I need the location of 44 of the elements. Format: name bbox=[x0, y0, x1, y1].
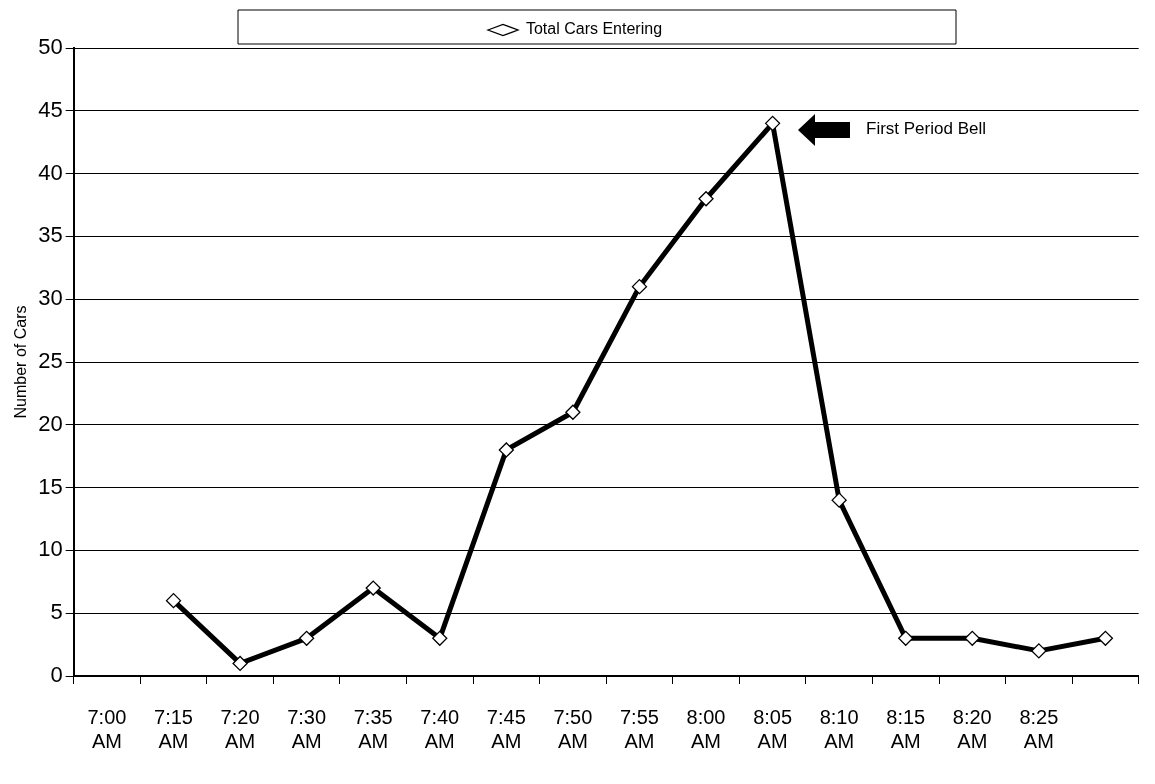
x-tick-label: 8:25 AM bbox=[1019, 705, 1059, 752]
point bbox=[432, 630, 448, 646]
y-tick-label: 45 bbox=[38, 96, 63, 122]
y-tick-label: 20 bbox=[38, 410, 63, 436]
point bbox=[964, 630, 980, 646]
point bbox=[299, 630, 315, 646]
x-tick-label: 8:20 AM bbox=[952, 705, 992, 752]
point bbox=[764, 115, 781, 132]
x-tick-label: 7:45 AM bbox=[486, 705, 526, 752]
point bbox=[898, 630, 914, 646]
y-tick-label: 0 bbox=[50, 662, 63, 688]
y-tick-label: 25 bbox=[38, 348, 63, 374]
legend-label: Total Cars Entering bbox=[525, 20, 663, 38]
point bbox=[165, 592, 182, 609]
y-tick-label: 30 bbox=[38, 285, 63, 311]
x-tick-label: 8:10 AM bbox=[819, 705, 859, 752]
y-tick-label: 10 bbox=[38, 536, 63, 562]
x-tick-label: 7:20 AM bbox=[220, 705, 260, 752]
y-axis-title: Number of Cars bbox=[12, 305, 30, 419]
point bbox=[1031, 643, 1047, 659]
x-tick-label: 8:05 AM bbox=[753, 705, 793, 752]
y-tick-label: 40 bbox=[38, 159, 63, 185]
point bbox=[498, 442, 514, 458]
x-tick-label: 7:35 AM bbox=[353, 705, 393, 752]
point bbox=[631, 278, 648, 295]
point bbox=[831, 492, 847, 508]
x-tick-label: 8:15 AM bbox=[886, 705, 926, 752]
x-tick-label: 7:00 AM bbox=[87, 705, 127, 752]
x-tick-label: 7:30 AM bbox=[287, 705, 327, 752]
x-tick-label: 8:00 AM bbox=[686, 705, 726, 752]
x-tick-label: 7:50 AM bbox=[553, 705, 593, 752]
y-tick-label: 50 bbox=[38, 34, 63, 60]
point bbox=[232, 655, 248, 672]
y-tick-label: 15 bbox=[38, 473, 63, 499]
point bbox=[1097, 630, 1114, 646]
x-tick-label: 7:40 AM bbox=[420, 705, 460, 752]
point bbox=[698, 191, 714, 207]
point bbox=[565, 404, 581, 420]
y-tick-label: 35 bbox=[38, 222, 63, 248]
x-tick-label: 7:55 AM bbox=[620, 705, 659, 752]
y-tick-label: 5 bbox=[50, 599, 63, 625]
annotation: First Period Bell bbox=[866, 119, 986, 139]
point bbox=[365, 580, 381, 596]
x-tick-label: 7:15 AM bbox=[154, 705, 193, 752]
